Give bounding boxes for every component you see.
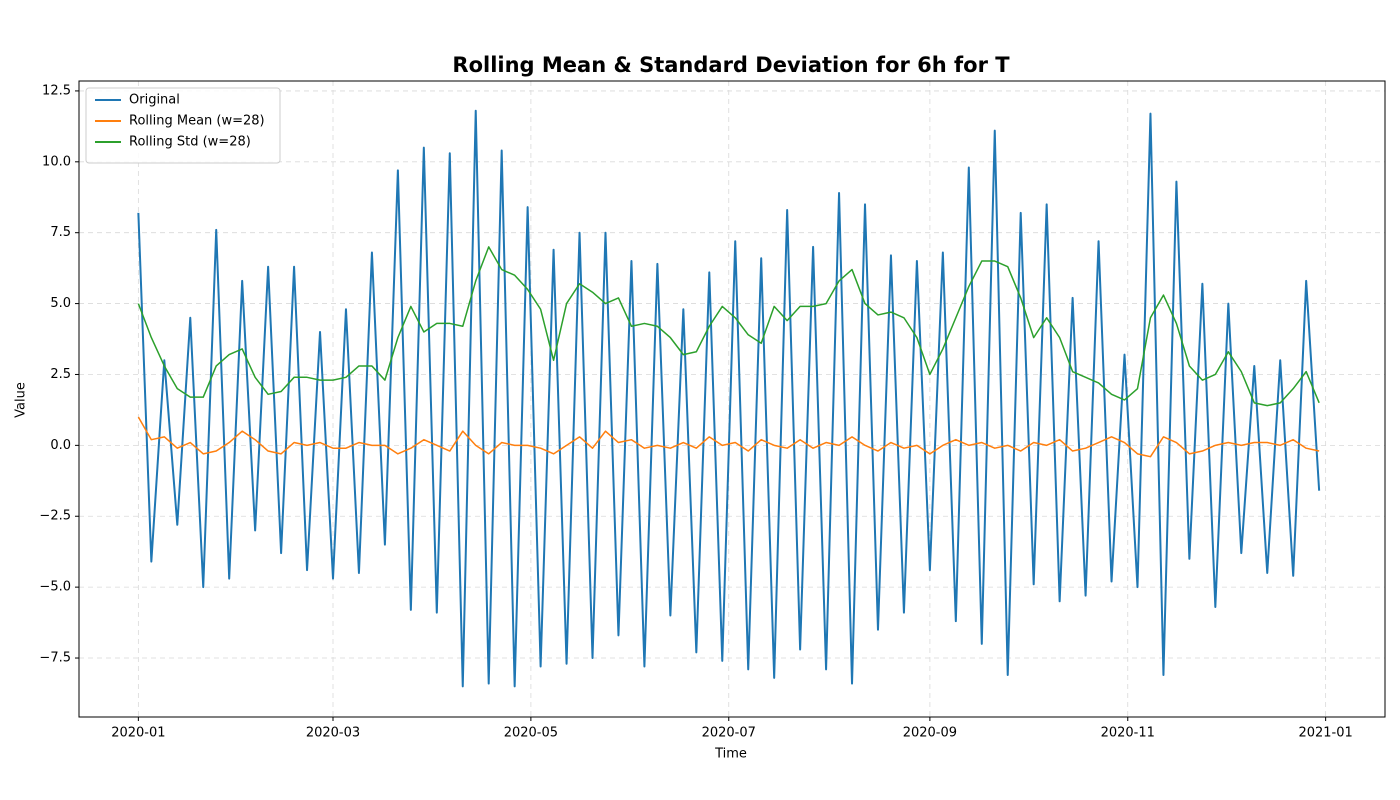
x-tick-label: 2020-07	[702, 726, 756, 741]
y-tick-label: 0.0	[50, 438, 71, 453]
y-tick-label: 12.5	[42, 83, 71, 98]
legend-label: Rolling Mean (w=28)	[129, 114, 265, 129]
y-tick-label: 5.0	[50, 296, 71, 311]
x-tick-label: 2020-01	[111, 726, 165, 741]
x-tick-label: 2020-11	[1101, 726, 1155, 741]
plot-frame	[78, 80, 1386, 718]
legend-box	[85, 87, 281, 164]
y-tick-label: 10.0	[42, 154, 71, 169]
x-tick-label: 2020-09	[903, 726, 957, 741]
y-tick-label: 2.5	[50, 367, 71, 382]
chart-title: Rolling Mean & Standard Deviation for 6h…	[452, 53, 1010, 77]
x-axis-label: Time	[714, 747, 747, 762]
legend-label: Rolling Std (w=28)	[129, 135, 251, 150]
legend: Original Rolling Mean (w=28) Rolling Std (…	[85, 87, 281, 164]
legend-label: Original	[129, 93, 180, 108]
y-tick-label: −7.5	[39, 651, 71, 666]
x-tick-label: 2020-05	[504, 726, 558, 741]
y-axis-label: Value	[14, 382, 29, 418]
x-tick-label: 2021-01	[1298, 726, 1352, 741]
y-tick-label: 7.5	[50, 225, 71, 240]
y-tick-label: −5.0	[39, 580, 71, 595]
y-tick-label: −2.5	[39, 509, 71, 524]
series-line	[137, 416, 1320, 458]
series-line	[137, 246, 1320, 407]
series-line	[137, 109, 1321, 688]
x-tick-label: 2020-03	[306, 726, 360, 741]
